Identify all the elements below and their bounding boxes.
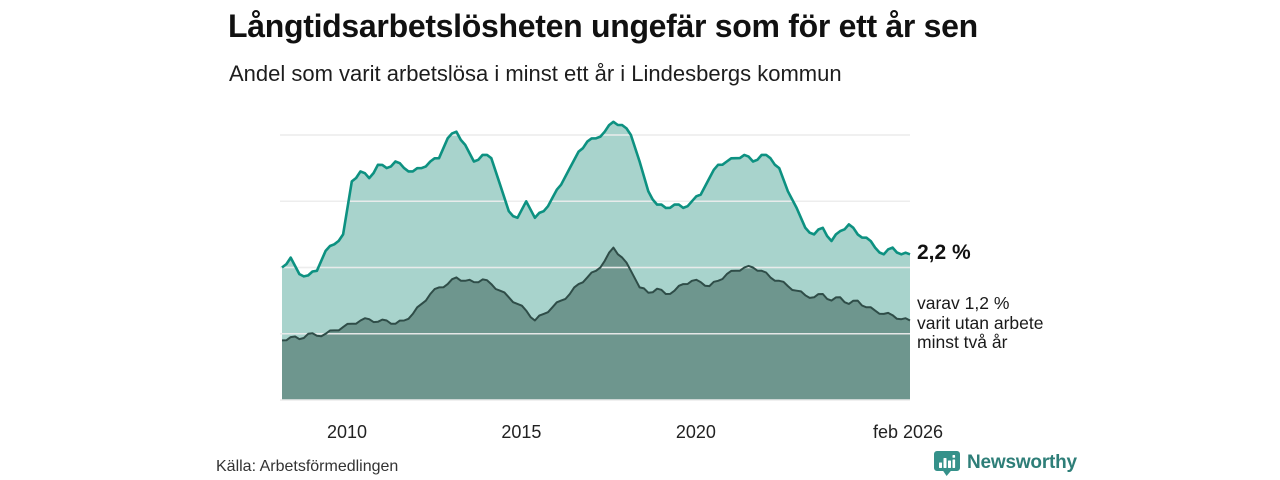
x-tick-label: 2010 xyxy=(326,422,367,442)
line-minst-tva-ar xyxy=(281,246,911,342)
line-minst-ett-ar xyxy=(281,120,911,278)
logo-wordmark: Newsworthy xyxy=(967,452,1077,473)
latest-value-label: 2,2 % xyxy=(917,241,971,265)
chart-title: Långtidsarbetslösheten ungefär som för e… xyxy=(228,8,978,44)
source-caption: Källa: Arbetsförmedlingen xyxy=(216,458,399,475)
newsworthy-logo: Newsworthy xyxy=(934,449,1077,477)
x-tick-label: 2015 xyxy=(501,422,542,442)
bar-chart-speech-bubble-icon xyxy=(934,450,960,476)
latest-value-detail: varav 1,2 % varit utan arbete minst två … xyxy=(917,293,1044,352)
x-tick-label: feb 2026 xyxy=(872,422,944,442)
area-fill-minst-tva-ar xyxy=(282,247,910,400)
x-tick-label: 2020 xyxy=(675,422,716,442)
chart-subtitle: Andel som varit arbetslösa i minst ett å… xyxy=(229,61,842,86)
